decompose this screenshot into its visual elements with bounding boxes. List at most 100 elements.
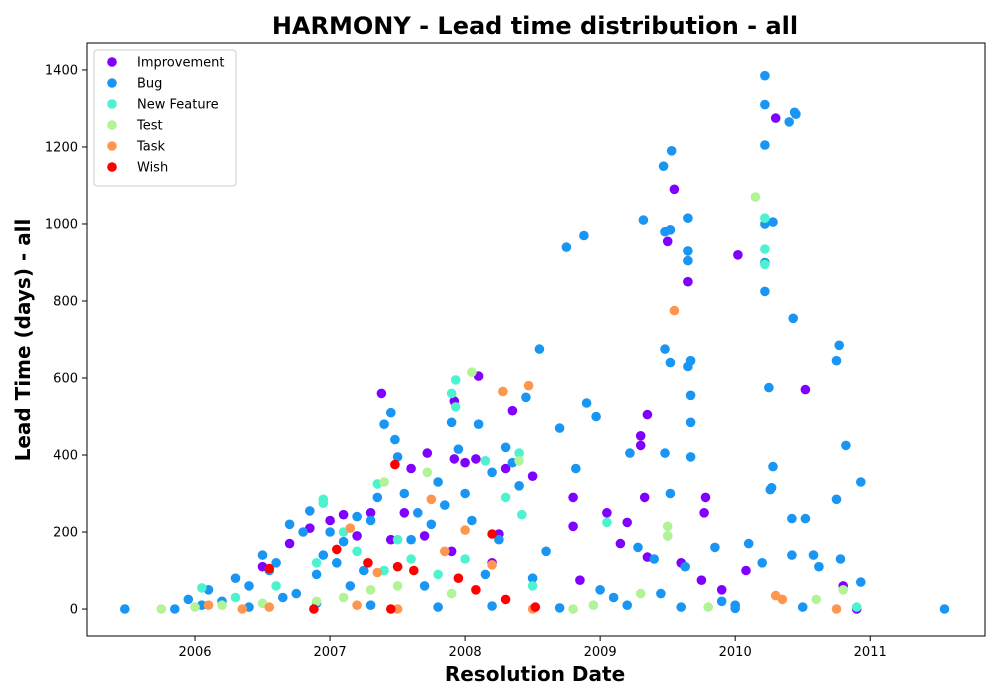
data-point — [471, 454, 481, 464]
data-point — [814, 561, 824, 572]
data-point — [426, 519, 437, 530]
data-point — [365, 600, 376, 610]
data-point — [523, 380, 534, 391]
legend-marker — [107, 162, 117, 172]
data-point — [760, 99, 770, 110]
data-point — [743, 538, 754, 549]
data-point — [453, 444, 464, 455]
data-point — [622, 517, 632, 528]
chart-title: HARMONY - Lead time distribution - all — [272, 12, 798, 40]
data-point — [446, 388, 457, 399]
data-point — [446, 588, 457, 599]
data-point — [527, 573, 538, 583]
data-point — [311, 558, 322, 568]
data-point — [390, 434, 400, 445]
data-point — [784, 117, 794, 127]
data-point — [608, 592, 619, 603]
data-point — [665, 225, 676, 235]
data-point — [278, 592, 288, 603]
data-point — [500, 492, 511, 503]
y-tick-label: 800 — [53, 294, 78, 309]
data-point — [764, 382, 774, 393]
data-point — [460, 457, 470, 468]
data-point — [662, 521, 673, 532]
data-point — [460, 525, 470, 535]
data-point — [741, 565, 751, 576]
data-point — [311, 596, 322, 607]
data-point — [487, 529, 497, 539]
data-point — [473, 419, 484, 430]
data-point — [450, 402, 461, 412]
data-point — [581, 398, 592, 408]
data-point — [311, 569, 322, 580]
data-point — [318, 550, 329, 560]
data-point — [808, 550, 819, 560]
data-point — [352, 511, 362, 522]
data-point — [399, 488, 410, 499]
data-point — [244, 581, 254, 591]
data-point — [419, 581, 430, 591]
data-point — [811, 594, 821, 605]
data-point — [460, 554, 470, 564]
data-point — [237, 604, 248, 614]
data-point — [392, 604, 403, 614]
data-point — [683, 255, 693, 266]
data-point — [406, 463, 416, 474]
data-point — [831, 604, 842, 614]
data-point — [500, 594, 511, 605]
data-point — [635, 431, 646, 441]
data-point — [685, 355, 696, 366]
data-point — [797, 602, 808, 612]
data-point — [703, 602, 713, 612]
data-point — [291, 588, 302, 599]
data-point — [575, 575, 585, 585]
data-point — [716, 596, 727, 607]
data-point — [230, 573, 241, 583]
data-point — [390, 459, 400, 470]
data-point — [665, 357, 676, 368]
data-point — [800, 384, 811, 395]
data-point — [338, 592, 349, 603]
legend-label: Bug — [137, 77, 162, 92]
data-point — [683, 246, 693, 256]
data-point — [835, 554, 846, 564]
data-point — [392, 561, 403, 572]
data-point — [554, 423, 565, 433]
legend-label: New Feature — [137, 98, 219, 113]
data-point — [332, 558, 342, 568]
data-point — [730, 603, 740, 614]
axes-layer — [86, 42, 986, 637]
data-point — [386, 407, 396, 418]
y-tick-label: 400 — [53, 449, 78, 464]
data-point — [660, 448, 670, 458]
data-point — [197, 583, 207, 593]
data-point — [264, 563, 275, 574]
data-point — [433, 602, 443, 612]
data-point — [399, 508, 410, 518]
data-point — [271, 581, 281, 591]
data-point — [699, 508, 709, 518]
y-tick-label: 0 — [70, 603, 78, 618]
data-point — [770, 113, 781, 123]
data-point — [733, 250, 743, 260]
data-point — [440, 500, 450, 510]
data-point — [834, 340, 844, 351]
data-point — [345, 523, 356, 533]
data-point — [433, 569, 443, 580]
data-point — [120, 604, 130, 614]
y-axis-label: Lead Time (days) - all — [11, 219, 35, 462]
data-point — [765, 484, 776, 495]
data-point — [760, 70, 770, 81]
legend-label: Improvement — [137, 56, 224, 71]
data-point — [788, 313, 798, 324]
x-tick-label: 2009 — [584, 645, 617, 660]
data-point — [615, 538, 626, 549]
data-point — [768, 461, 778, 472]
legend-marker — [107, 141, 117, 151]
x-tick-label: 2007 — [314, 645, 347, 660]
data-point — [838, 585, 848, 595]
data-point — [338, 536, 349, 547]
data-point — [406, 534, 416, 545]
data-point — [271, 558, 281, 568]
data-point — [409, 565, 419, 576]
